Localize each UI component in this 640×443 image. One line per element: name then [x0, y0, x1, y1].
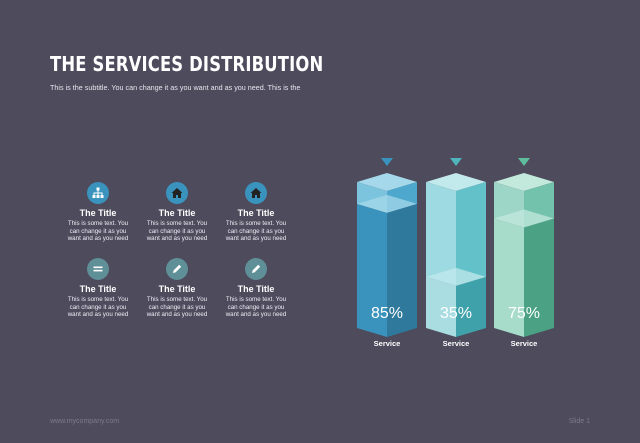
bar-fill-side	[524, 218, 554, 337]
feature-title: The Title	[79, 284, 117, 294]
bar-category-label: Service	[374, 339, 401, 348]
bar-fill-surface	[494, 209, 554, 228]
feature-title: The Title	[237, 284, 275, 294]
bar-fill-side	[456, 276, 486, 337]
bar-fill-front	[494, 218, 524, 337]
sitemap-icon	[87, 182, 109, 204]
bar-empty-side	[456, 182, 486, 286]
home-icon	[166, 182, 188, 204]
footer-slide-number: Slide 1	[568, 418, 590, 425]
home-icon	[245, 182, 267, 204]
feature-item: The Title This is some text. You can chan…	[63, 182, 133, 243]
feature-item: The Title This is some text. You can chan…	[142, 182, 212, 243]
feature-text: This is some text. You can change it as …	[146, 220, 208, 243]
footer-url: www.mycompany.com	[50, 418, 120, 425]
feature-title: The Title	[237, 208, 275, 218]
bar-category-label: Service	[511, 339, 538, 348]
bar-value-label: 75%	[508, 305, 540, 322]
page-title: THE SERVICES DISTRIBUTION	[50, 52, 324, 76]
bar-fill-surface	[426, 267, 486, 286]
list-icon	[87, 258, 109, 280]
feature-title: The Title	[158, 208, 196, 218]
feature-title: The Title	[79, 208, 117, 218]
feature-text: This is some text. You can change it as …	[225, 296, 287, 319]
bar-category-label: Service	[443, 339, 470, 348]
feature-text: This is some text. You can change it as …	[67, 220, 129, 243]
feature-item: The Title This is some text. You can chan…	[142, 258, 212, 319]
feature-text: This is some text. You can change it as …	[146, 296, 208, 319]
feature-item: The Title This is some text. You can chan…	[221, 182, 291, 243]
feature-text: This is some text. You can change it as …	[225, 220, 287, 243]
bar-value-label: 85%	[371, 305, 403, 322]
bar-fill-side	[387, 203, 417, 337]
pencil-icon	[245, 258, 267, 280]
bar-fill-front	[426, 276, 456, 337]
bar-marker	[450, 158, 462, 166]
pencil-icon	[166, 258, 188, 280]
feature-item: The Title This is some text. You can chan…	[221, 258, 291, 319]
page-subtitle: This is the subtitle. You can change it …	[50, 83, 301, 92]
feature-text: This is some text. You can change it as …	[67, 296, 129, 319]
bar-marker	[518, 158, 530, 166]
feature-item: The Title This is some text. You can chan…	[63, 258, 133, 319]
bar-fill-surface	[357, 194, 417, 213]
bar-fill-front	[357, 203, 387, 337]
bar-marker	[381, 158, 393, 166]
feature-title: The Title	[158, 284, 196, 294]
bar-empty-front	[426, 182, 456, 286]
bar-value-label: 35%	[440, 305, 472, 322]
